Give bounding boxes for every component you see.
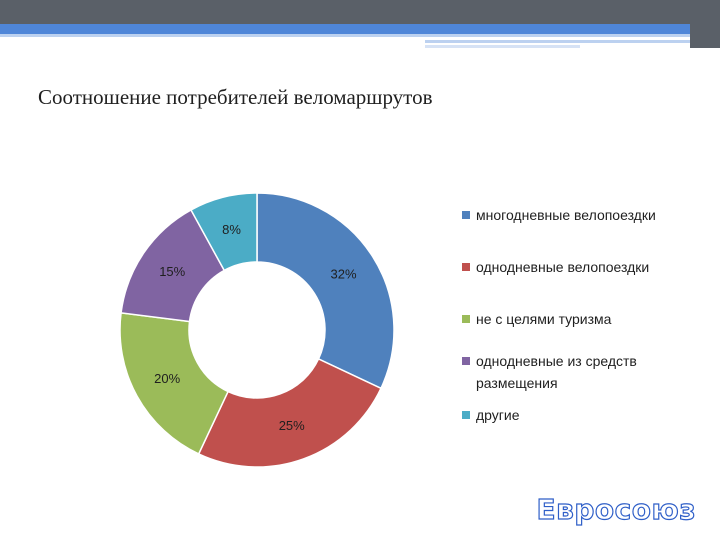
slice-3 [119,311,230,455]
slice-label-1: 32% [331,267,357,282]
slice-label-5: 8% [222,222,241,237]
legend-item-2: однодневные велопоездки [462,256,702,278]
slice-label-3: 20% [154,371,180,386]
legend-label: однодневные из средств размещения [476,353,637,391]
eu-label: Евросоюз [536,492,696,526]
legend-label: многодневные велопоездки [476,207,656,223]
top-decoration-bar [0,0,720,48]
legend-item-3: не с целями туризма [462,308,702,330]
legend-label: другие [476,407,520,423]
legend-swatch [462,411,470,419]
slice-label-4: 15% [159,264,185,279]
slice-1 [256,192,395,390]
donut-chart: 32% 25% 20% 15% 8% [119,192,395,468]
legend-label: не с целями туризма [476,311,612,327]
slice-5 [189,192,258,272]
legend-swatch [462,357,470,365]
legend-swatch [462,315,470,323]
slice-2 [197,357,382,468]
legend-item-5: другие [462,404,702,426]
legend-swatch [462,211,470,219]
legend-label: однодневные велопоездки [476,259,650,275]
slide-title: Соотношение потребителей веломаршрутов [38,85,433,109]
legend-item-4: однодневные из средств размещения [462,350,702,394]
legend-item-1: многодневные велопоездки [462,204,702,226]
slice-label-2: 25% [279,418,305,433]
legend-swatch [462,263,470,271]
